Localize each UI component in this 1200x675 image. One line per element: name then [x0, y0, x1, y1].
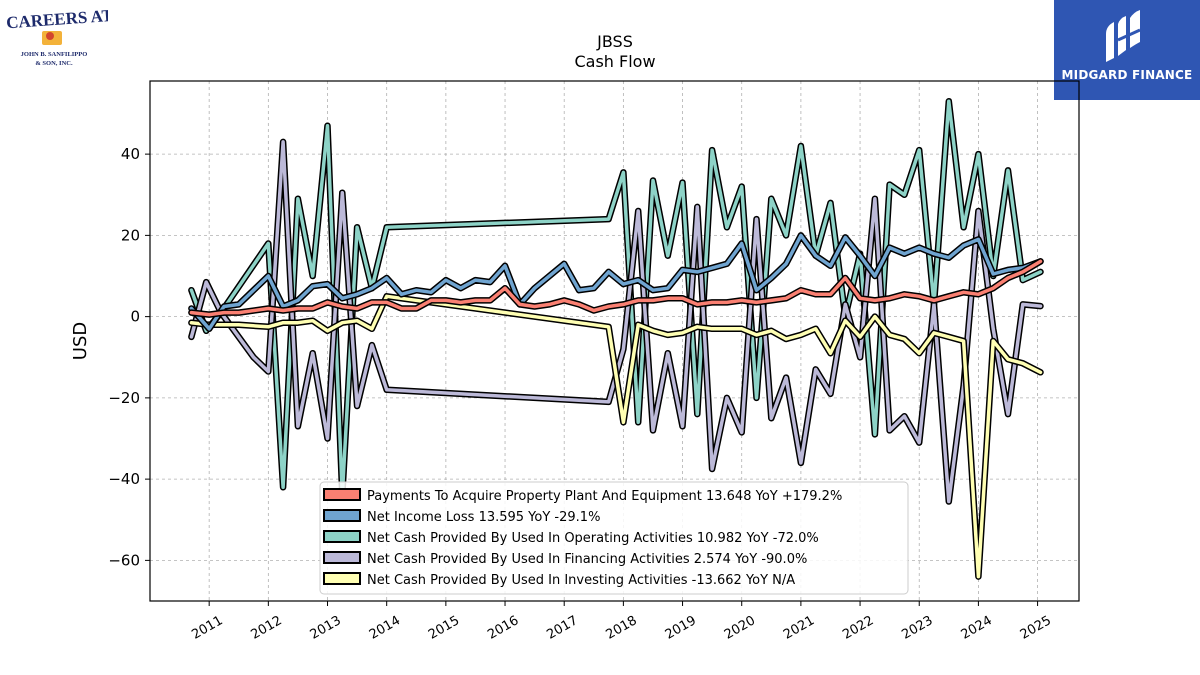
midgard-mark-icon	[1106, 10, 1141, 62]
plot-frame	[149, 80, 1080, 602]
x-tick-label: 2015	[426, 613, 462, 643]
series-line-investing	[189, 294, 1043, 579]
x-tick-label: 2016	[485, 613, 521, 643]
x-tick-label: 2022	[840, 613, 876, 643]
series-line-financing	[189, 140, 1043, 504]
legend-swatch-investing	[323, 572, 361, 585]
midgard-finance-label: MIDGARD FINANCE	[1061, 68, 1193, 82]
series-line-operating	[189, 99, 1043, 498]
y-tick-label: −40	[108, 470, 140, 488]
legend-swatch-financing	[323, 551, 361, 564]
y-tick-label: −20	[108, 389, 140, 407]
x-tick-label: 2021	[781, 613, 817, 643]
y-axis-label: USD	[70, 322, 91, 360]
careers-logo: CAREERS AT JOHN B. SANFILIPPO & SON, INC…	[0, 0, 115, 80]
x-tick-label: 2025	[1018, 613, 1054, 643]
legend-swatch-capex	[323, 488, 361, 501]
x-tick-label: 2011	[189, 613, 225, 643]
x-tick-label: 2024	[959, 613, 995, 643]
legend-label-capex: Payments To Acquire Property Plant And E…	[367, 489, 842, 504]
x-tick-label: 2020	[722, 613, 758, 643]
legend-label-investing: Net Cash Provided By Used In Investing A…	[367, 573, 795, 588]
y-tick-label: 40	[121, 145, 140, 163]
careers-logo-art: CAREERS AT JOHN B. SANFILIPPO & SON, INC…	[6, 6, 115, 67]
midgard-finance-logo: MIDGARD FINANCE	[1054, 0, 1200, 100]
legend: Payments To Acquire Property Plant And E…	[319, 481, 909, 595]
x-tick-label: 2012	[249, 613, 285, 643]
svg-text:& SON, INC.: & SON, INC.	[35, 60, 73, 67]
legend-swatch-net_income	[323, 509, 361, 522]
legend-label-net_income: Net Income Loss 13.595 YoY -29.1%	[367, 510, 600, 525]
y-tick-label: 0	[130, 308, 140, 326]
chart-subtitle: Cash Flow	[574, 52, 655, 71]
x-tick-label: 2019	[663, 613, 699, 643]
x-tick-label: 2023	[899, 613, 935, 643]
legend-box	[319, 481, 909, 595]
svg-text:JOHN B. SANFILIPPO: JOHN B. SANFILIPPO	[21, 51, 88, 58]
series-line-net_income	[189, 233, 1043, 331]
series-lines	[188, 98, 1044, 580]
x-tick-label: 2013	[308, 613, 344, 643]
chart-title: JBSS	[596, 32, 633, 51]
x-tick-label: 2017	[544, 613, 580, 643]
legend-swatch-operating	[323, 530, 361, 543]
x-tick-label: 2018	[604, 613, 640, 643]
series-line-capex	[189, 259, 1043, 317]
y-tick-label: 20	[121, 226, 140, 244]
y-tick-label: −60	[108, 551, 140, 569]
legend-label-operating: Net Cash Provided By Used In Operating A…	[367, 531, 819, 546]
x-tick-label: 2014	[367, 613, 403, 643]
legend-label-financing: Net Cash Provided By Used In Financing A…	[367, 552, 807, 567]
